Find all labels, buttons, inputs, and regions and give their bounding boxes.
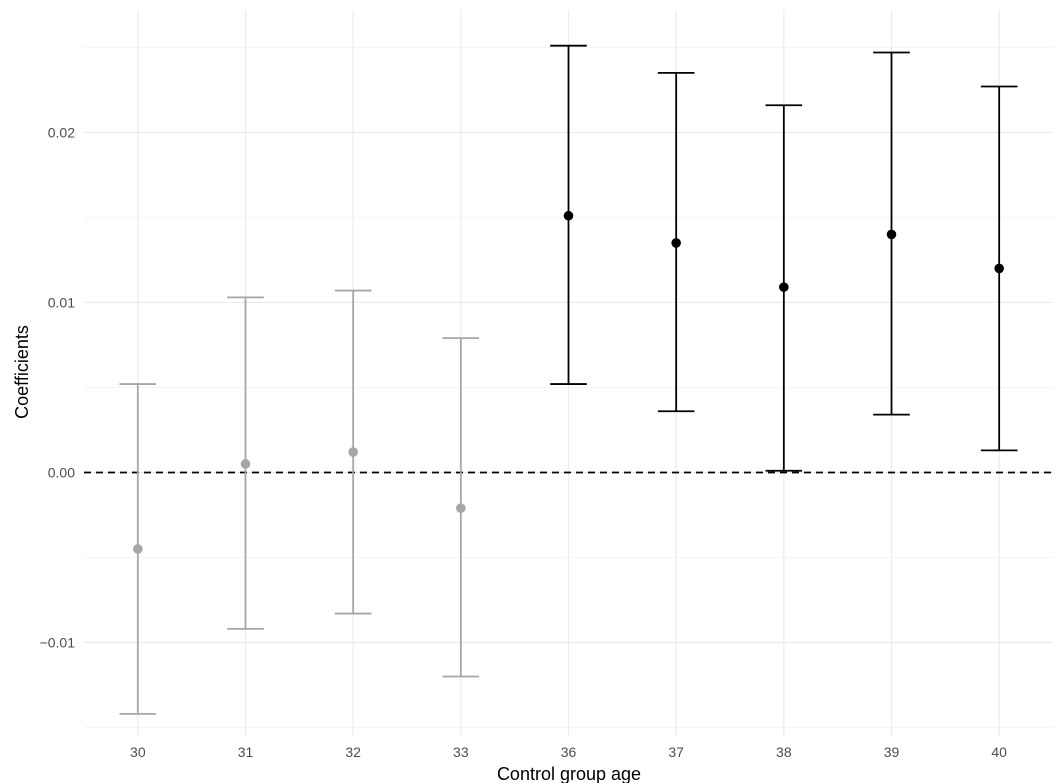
point-estimate — [671, 238, 681, 248]
point-estimate — [563, 210, 574, 221]
y-tick-label: 0.02 — [48, 124, 75, 140]
x-tick-label: 36 — [561, 744, 577, 760]
point-estimate — [456, 503, 466, 513]
x-tick-label: 33 — [453, 744, 469, 760]
point-estimate — [348, 447, 358, 457]
point-estimate — [133, 544, 143, 554]
point-estimate — [994, 263, 1004, 274]
y-axis-title: Coefficients — [12, 325, 32, 419]
x-tick-label: 31 — [238, 744, 254, 760]
x-tick-label: 37 — [668, 744, 684, 760]
errorbar-series — [119, 44, 1018, 715]
x-tick-label: 38 — [776, 744, 792, 760]
y-axis-ticks: −0.01 0.00 0.01 0.02 — [40, 124, 76, 650]
point-estimate — [240, 459, 251, 469]
x-tick-label: 40 — [991, 744, 1007, 760]
x-axis-ticks: 30 31 32 33 36 37 38 39 40 — [130, 744, 1007, 760]
x-axis-title: Control group age — [497, 764, 641, 783]
x-tick-label: 39 — [884, 744, 900, 760]
point-estimate — [779, 282, 789, 292]
y-tick-label: 0.01 — [48, 294, 75, 310]
x-tick-label: 30 — [130, 744, 146, 760]
y-tick-label: −0.01 — [40, 634, 76, 650]
point-estimate — [886, 229, 897, 240]
y-tick-label: 0.00 — [48, 464, 75, 480]
x-tick-label: 32 — [345, 744, 361, 760]
